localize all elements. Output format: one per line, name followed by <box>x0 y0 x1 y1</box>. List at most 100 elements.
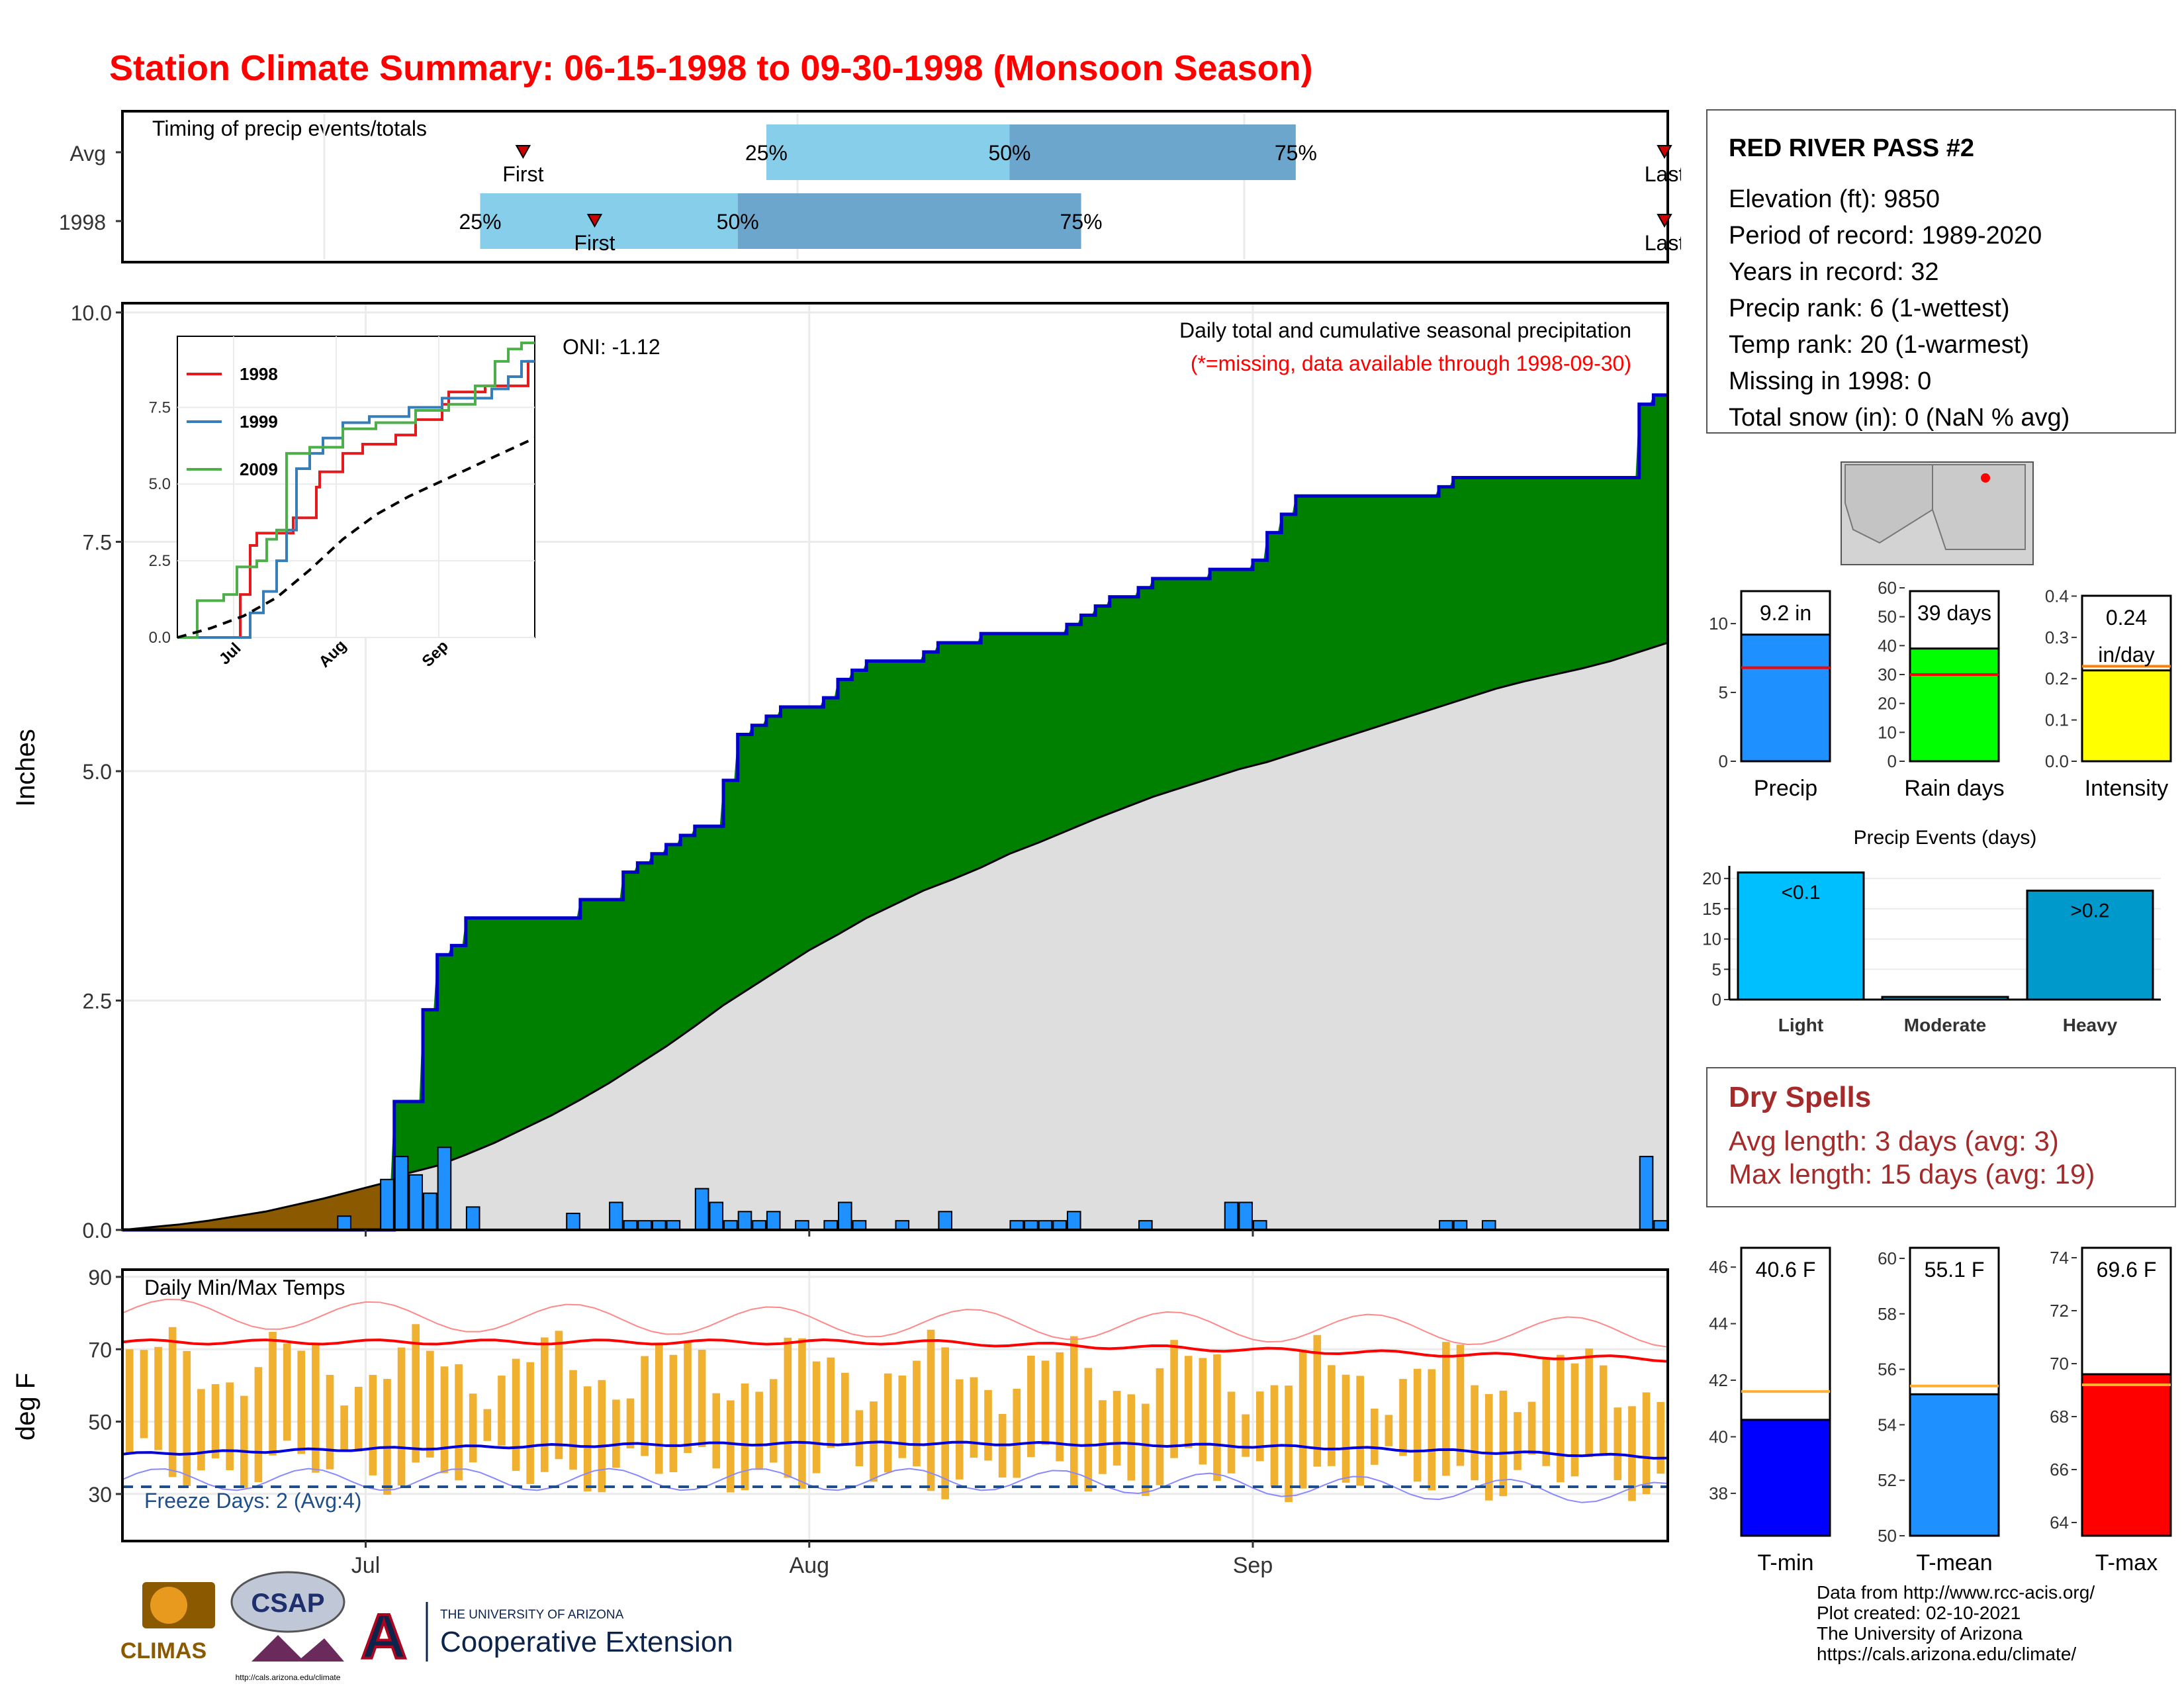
station-period: Period of record: 1989-2020 <box>1729 222 2042 250</box>
ua-logo-mark: A <box>361 1601 406 1672</box>
station-temp-rank: Temp rank: 20 (1-warmest) <box>1729 331 2030 359</box>
temps-xtick-label: Aug <box>790 1553 830 1578</box>
precip-daily-bar <box>752 1220 766 1231</box>
events-bar-label: >0.2 <box>2070 900 2109 921</box>
csap-logo-text: CSAP <box>251 1589 324 1618</box>
csap-logo-cloud <box>230 1571 345 1633</box>
timing-bar-25-50 <box>766 124 1010 180</box>
precip-daily-bar <box>795 1220 809 1231</box>
temp-daily-bar <box>669 1354 678 1473</box>
temp-daily-bar <box>755 1391 763 1470</box>
events-bar-label: <0.1 <box>1781 882 1820 904</box>
mini-ytick-label: 50 <box>1878 1526 1897 1546</box>
climas-logo-text: CLIMAS <box>120 1638 206 1664</box>
temp-daily-bar <box>727 1400 735 1493</box>
temp-daily-bar <box>1399 1379 1407 1456</box>
temp-daily-bar <box>1027 1356 1035 1458</box>
temp-daily-bar <box>1285 1385 1293 1503</box>
events-ytick-label: 0 <box>1712 990 1721 1009</box>
temps-ytick-label: 90 <box>88 1266 112 1289</box>
timing-bar-50-75 <box>737 193 1081 249</box>
temps-ytick-label: 50 <box>88 1411 112 1434</box>
temp-daily-bar <box>326 1374 334 1470</box>
timing-q50-label: 50% <box>717 210 759 234</box>
precip-daily-bar <box>437 1147 452 1231</box>
temps-record-min-line <box>122 1468 1668 1503</box>
mini-value-bar <box>1740 1419 1831 1537</box>
precip-daily-bar <box>1653 1220 1668 1231</box>
temp-daily-bar <box>183 1350 191 1486</box>
mini-value-label: 40.6 F <box>1756 1258 1816 1282</box>
mini-ytick-label: 38 <box>1709 1483 1728 1503</box>
temp-daily-bar <box>1370 1408 1379 1465</box>
precip-daily-bar <box>823 1220 839 1231</box>
temps-xtick-label: Jul <box>351 1553 380 1578</box>
temp-daily-bar <box>741 1383 749 1491</box>
temp-daily-bar <box>354 1386 363 1452</box>
mini-ytick-label: 52 <box>1878 1470 1897 1490</box>
mini-panel-label: T-mean <box>1916 1550 1992 1575</box>
temp-daily-bar <box>1557 1354 1565 1483</box>
precip-annotation-note: (*=missing, data available through 1998-… <box>1191 352 1631 375</box>
mini-ytick-label: 74 <box>2050 1248 2069 1268</box>
timing-q75-label: 75% <box>1060 210 1103 234</box>
precip-daily-bar <box>637 1220 652 1231</box>
precip-daily-bar <box>1024 1220 1038 1231</box>
timing-last-marker <box>1657 214 1672 228</box>
map-state-new-mexico <box>1932 464 2026 550</box>
mini-value-bar <box>2081 669 2172 763</box>
temp-daily-bar <box>1385 1415 1393 1446</box>
temp-daily-bar <box>1199 1358 1207 1465</box>
mini-ytick-label: 58 <box>1878 1304 1897 1324</box>
temp-daily-bar <box>1127 1394 1136 1481</box>
events-category-label: Moderate <box>1904 1015 1986 1035</box>
mini-value-bar <box>1909 1393 2000 1537</box>
temp-daily-bar <box>555 1331 563 1460</box>
temp-daily-bar <box>655 1343 663 1474</box>
precip-daily-bar <box>1253 1220 1267 1231</box>
timing-row-1998-label: 1998 <box>59 211 106 234</box>
main-figure: Timing of precip events/totals Avg 1998 … <box>11 110 1681 1682</box>
dry-spells-avg: Avg length: 3 days (avg: 3) <box>1729 1125 2059 1156</box>
ua-logo-bottom: Cooperative Extension <box>440 1626 733 1658</box>
temp-daily-bar <box>1069 1336 1078 1487</box>
temp-daily-bar <box>583 1386 592 1491</box>
mini-ytick-label: 60 <box>1878 1248 1897 1268</box>
dry-spells-title: Dry Spells <box>1729 1081 1872 1113</box>
temps-ylabel: deg F <box>11 1373 40 1440</box>
precip-daily-bar <box>709 1201 724 1231</box>
ua-logo-top: THE UNIVERSITY OF ARIZONA <box>440 1608 624 1622</box>
temp-daily-bar <box>827 1357 835 1448</box>
map-station-marker <box>1981 473 1990 483</box>
precip-daily-bar <box>694 1188 709 1231</box>
station-snow: Total snow (in): 0 (NaN % avg) <box>1729 404 2070 432</box>
temp-daily-bar <box>698 1350 706 1448</box>
precip-daily-bar <box>380 1178 394 1231</box>
timing-first-marker <box>586 214 603 228</box>
precip-annotation-title: Daily total and cumulative seasonal prec… <box>1179 318 1631 342</box>
precip-daily-bar <box>394 1156 409 1231</box>
events-ytick-label: 5 <box>1712 959 1721 979</box>
mini-value-bar <box>2081 1373 2172 1537</box>
timing-q25-label: 25% <box>459 210 501 234</box>
precip-daily-bar <box>1439 1220 1453 1231</box>
events-category-label: Light <box>1778 1015 1823 1035</box>
temp-daily-bar <box>984 1389 992 1461</box>
precip-daily-bar <box>1224 1201 1239 1231</box>
precip-cumulative-line <box>122 393 1668 1232</box>
temp-daily-bar <box>1614 1407 1622 1480</box>
precip-daily-bar <box>666 1220 681 1231</box>
inset-series-line <box>177 342 535 639</box>
temp-daily-bar <box>898 1375 907 1458</box>
temp-daily-bar <box>1156 1368 1164 1485</box>
temp-daily-bar <box>1270 1385 1279 1487</box>
precip-daily-bar <box>651 1220 666 1231</box>
climas-logo: CLIMAS <box>120 1582 215 1664</box>
timing-last-label: Last <box>1645 162 1681 186</box>
temp-daily-bar <box>1542 1359 1551 1466</box>
temp-daily-bar <box>126 1349 134 1454</box>
temp-daily-bar <box>970 1377 978 1458</box>
temp-daily-bar <box>283 1343 291 1441</box>
temp-daily-bar <box>1570 1363 1579 1477</box>
